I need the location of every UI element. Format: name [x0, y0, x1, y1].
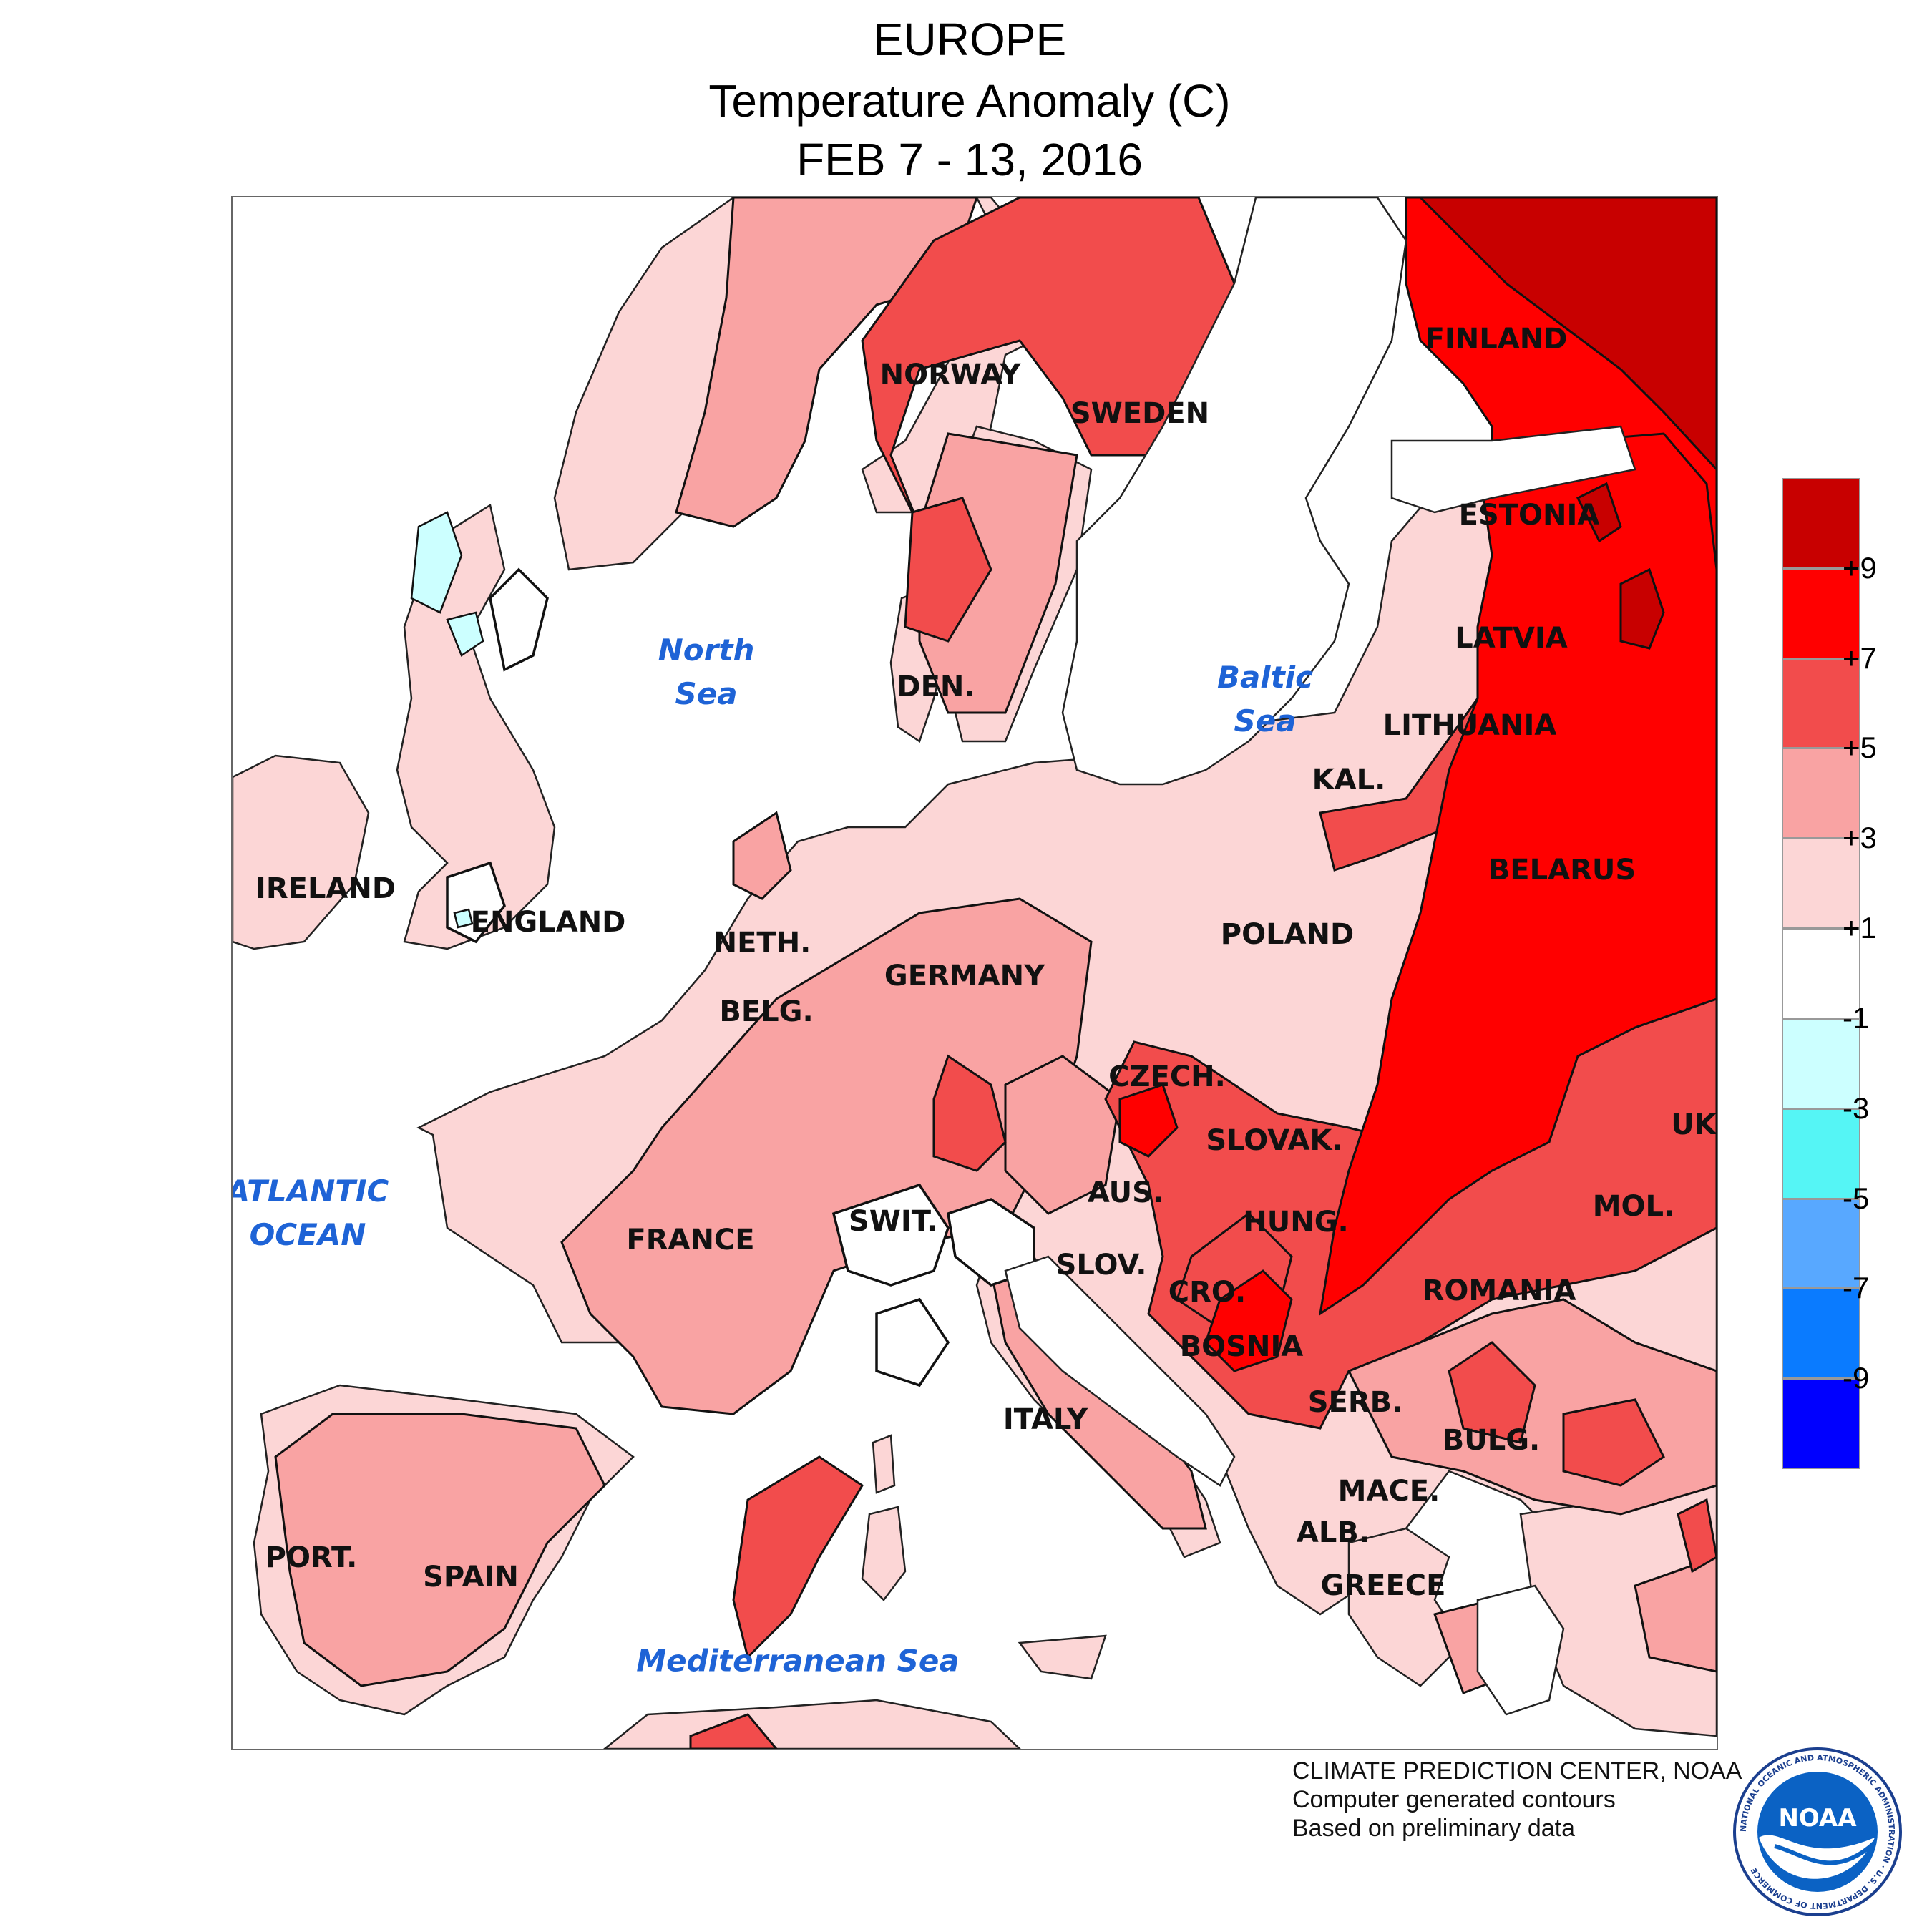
label-switzerland: SWIT.: [848, 1205, 938, 1238]
label-latvia: LATVIA: [1455, 622, 1568, 655]
label-serbia: SERB.: [1307, 1386, 1403, 1419]
label-north-sea-line1: North: [658, 633, 755, 668]
legend-swatch: [1782, 1108, 1860, 1199]
label-albania: ALB.: [1296, 1516, 1370, 1549]
legend-swatch: [1782, 1288, 1860, 1380]
label-denmark: DEN.: [897, 670, 975, 703]
anomaly-3-5: [274, 197, 1717, 1694]
credit-note: Based on preliminary data: [1292, 1815, 1576, 1842]
label-slovenia: SLOV.: [1055, 1249, 1147, 1282]
legend-swatch: [1782, 838, 1860, 930]
ireland: [233, 754, 370, 950]
label-north-sea-line2: Sea: [675, 676, 738, 711]
label-atlantic-line1: ATLANTIC: [231, 1174, 389, 1209]
legend-tick-label: -1: [1843, 1000, 1870, 1035]
label-belarus: BELARUS: [1488, 854, 1636, 887]
anomaly-map: FINLAND NORWAY SWEDEN ESTONIA LATVIA LIT…: [231, 196, 1718, 1750]
label-kaliningrad: KAL.: [1312, 763, 1386, 796]
label-bosnia: BOSNIA: [1179, 1330, 1304, 1363]
label-macedonia: MACE.: [1337, 1475, 1440, 1508]
title-region: EUROPE: [872, 14, 1067, 65]
legend-tick-label: -7: [1843, 1271, 1870, 1305]
color-legend: [1782, 478, 1860, 1469]
label-austria: AUS.: [1087, 1176, 1164, 1209]
legend-swatch: [1782, 1378, 1860, 1469]
label-mediterranean-sea: Mediterranean Sea: [636, 1643, 960, 1679]
label-hungary: HUNG.: [1243, 1206, 1349, 1239]
label-baltic-sea-line2: Sea: [1234, 703, 1297, 738]
legend-tick-label: +7: [1843, 640, 1877, 675]
label-italy: ITALY: [1002, 1403, 1088, 1436]
label-north-sea: North Sea: [658, 629, 755, 716]
water-bodies: [1004, 197, 1636, 1716]
label-portugal: PORT.: [265, 1541, 358, 1574]
label-finland: FINLAND: [1425, 323, 1568, 356]
legend-tick-label: -9: [1843, 1361, 1870, 1395]
baltic-water: [1061, 197, 1407, 786]
anomaly-near-zero: [446, 567, 1035, 1387]
label-spain: SPAIN: [423, 1561, 519, 1594]
label-ireland: IRELAND: [255, 872, 396, 905]
map-canvas: [233, 197, 1717, 1749]
legend-tick-label: -5: [1843, 1181, 1870, 1215]
label-atlantic-ocean: ATLANTIC OCEAN: [231, 1170, 389, 1257]
label-moldova: MOL.: [1592, 1190, 1675, 1223]
aegean: [1476, 1584, 1565, 1716]
label-romania: ROMANIA: [1422, 1274, 1576, 1307]
label-baltic-sea: Baltic Sea: [1217, 656, 1313, 743]
legend-tick-label: +1: [1843, 911, 1877, 945]
corsica: [872, 1434, 896, 1494]
credit-source: CLIMATE PREDICTION CENTER, NOAA: [1292, 1757, 1742, 1785]
title-variable: Temperature Anomaly (C): [708, 75, 1231, 127]
label-lithuania: LITHUANIA: [1382, 709, 1557, 742]
label-germany: GERMANY: [884, 960, 1045, 992]
legend-swatch: [1782, 567, 1860, 659]
legend-swatch: [1782, 658, 1860, 749]
legend-swatch: [1782, 748, 1860, 839]
noaa-wordmark: NOAA: [1778, 1804, 1857, 1833]
label-greece: GREECE: [1320, 1569, 1446, 1602]
label-czech: CZECH.: [1108, 1060, 1226, 1093]
anomaly-above-9: [1418, 197, 1717, 650]
legend-tick-label: +9: [1843, 550, 1877, 585]
label-sweden: SWEDEN: [1070, 397, 1210, 430]
label-ukraine: UK: [1671, 1108, 1717, 1141]
label-croatia: CRO.: [1168, 1276, 1246, 1309]
adriatic: [1004, 1255, 1236, 1487]
label-norway: NORWAY: [879, 358, 1021, 391]
credit-method: Computer generated contours: [1292, 1786, 1616, 1813]
north-africa: [602, 1699, 1021, 1749]
label-france: FRANCE: [626, 1224, 755, 1257]
legend-tick-label: +3: [1843, 821, 1877, 855]
label-slovakia: SLOVAK.: [1206, 1124, 1343, 1157]
label-estonia: ESTONIA: [1458, 499, 1600, 532]
label-england: ENGLAND: [470, 906, 626, 939]
noaa-logo: NATIONAL OCEANIC AND ATMOSPHERIC ADMINIS…: [1733, 1747, 1902, 1916]
label-netherlands: NETH.: [713, 927, 811, 960]
sicily: [1018, 1634, 1107, 1680]
sardinia: [861, 1506, 907, 1601]
label-atlantic-line2: OCEAN: [249, 1217, 366, 1252]
gulf-finland: [1390, 425, 1636, 514]
label-baltic-sea-line1: Baltic: [1216, 660, 1314, 696]
legend-tick-label: +5: [1843, 731, 1877, 765]
label-belgium: BELG.: [719, 995, 814, 1028]
legend-swatch: [1782, 928, 1860, 1019]
label-bulgaria: BULG.: [1442, 1424, 1541, 1457]
label-poland: POLAND: [1220, 918, 1355, 951]
legend-tick-label: -3: [1843, 1091, 1870, 1125]
legend-swatch: [1782, 1198, 1860, 1289]
title-period: FEB 7 - 13, 2016: [796, 134, 1143, 185]
anomaly-minus-1-3: [410, 511, 484, 929]
greece-peninsula: [1347, 1527, 1465, 1687]
